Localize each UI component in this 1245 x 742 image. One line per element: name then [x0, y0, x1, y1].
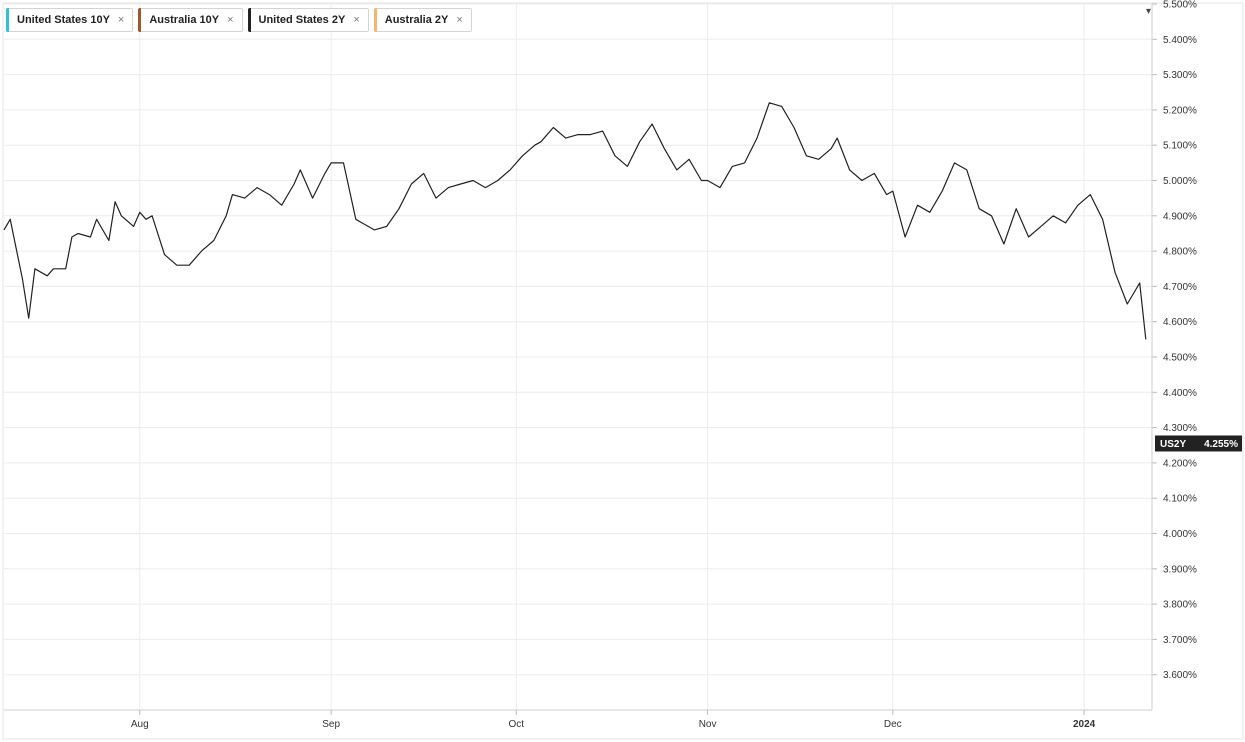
y-tick-label: 4.600% [1163, 317, 1197, 328]
series-color-swatch [138, 8, 142, 32]
y-tick-label: 5.500% [1163, 0, 1197, 11]
y-tick-label: 4.900% [1163, 211, 1197, 222]
x-tick-label: Sep [322, 719, 340, 730]
x-tick-label: Nov [699, 719, 717, 730]
tag-series-code: US2Y [1160, 439, 1186, 450]
series-color-swatch [6, 8, 9, 32]
y-tick-label: 4.500% [1163, 353, 1197, 364]
chart-menu-icon[interactable]: ▾ [1146, 6, 1152, 17]
series-color-swatch [247, 8, 251, 32]
legend-label: Australia 2Y [384, 14, 449, 26]
grid-lines [4, 3, 1152, 710]
y-axis: 3.600% 3.700% 3.800% 3.900% 4.000% 4.100% 4.20… [1151, 0, 1197, 710]
legend-label: United States 2Y [258, 14, 346, 26]
x-tick-label: Dec [884, 719, 902, 730]
series-lines [3, 102, 1147, 340]
legend-label: Australia 10Y [149, 14, 220, 26]
y-tick-label: 3.900% [1163, 564, 1197, 575]
y-tick-label: 4.400% [1163, 388, 1197, 399]
x-tick-label: Aug [131, 719, 149, 730]
y-tick-label: 5.400% [1163, 35, 1197, 46]
close-icon[interactable]: × [117, 14, 125, 26]
y-tick-label: 4.000% [1163, 529, 1197, 540]
y-tick-label: 5.100% [1163, 141, 1197, 152]
close-icon[interactable]: × [227, 14, 234, 26]
last-value-tags: US2Y 4.255% [1155, 435, 1242, 452]
legend-chip-au10y[interactable]: Australia 10Y × [138, 8, 243, 32]
y-tick-label: 4.100% [1163, 494, 1197, 505]
x-axis: Aug Sep Oct Nov Dec 2024 [4, 709, 1152, 730]
legend-chip-au2y[interactable]: Australia 2Y × [373, 8, 472, 32]
x-tick-label: 2024 [1073, 719, 1096, 730]
tag-last-value: 4.255% [1204, 439, 1238, 450]
x-tick-label: Oct [508, 719, 524, 730]
y-tick-label: 3.600% [1163, 670, 1197, 681]
tag-background [1155, 435, 1242, 452]
y-tick-label: 4.300% [1163, 423, 1197, 434]
y-tick-label: 4.800% [1163, 247, 1197, 258]
y-tick-label: 3.800% [1163, 600, 1197, 611]
close-icon[interactable]: × [353, 14, 360, 26]
legend-chip-us10y[interactable]: United States 10Y × [6, 8, 134, 32]
y-tick-label: 5.300% [1163, 70, 1197, 81]
legend-label: United States 10Y [17, 14, 110, 26]
y-tick-label: 5.000% [1163, 176, 1197, 187]
last-value-tag-us2y: US2Y 4.255% [1155, 435, 1242, 452]
series-line-us2y[interactable] [3, 102, 1147, 340]
legend-chip-us2y[interactable]: United States 2Y × [247, 8, 369, 32]
y-tick-label: 5.200% [1163, 105, 1197, 116]
series-color-swatch [373, 8, 377, 32]
y-tick-label: 3.700% [1163, 635, 1197, 646]
close-icon[interactable]: × [456, 14, 463, 26]
y-tick-label: 4.700% [1163, 282, 1197, 293]
chart-legend: United States 10Y × Australia 10Y × Unit… [6, 8, 472, 32]
y-tick-label: 4.200% [1163, 458, 1197, 469]
